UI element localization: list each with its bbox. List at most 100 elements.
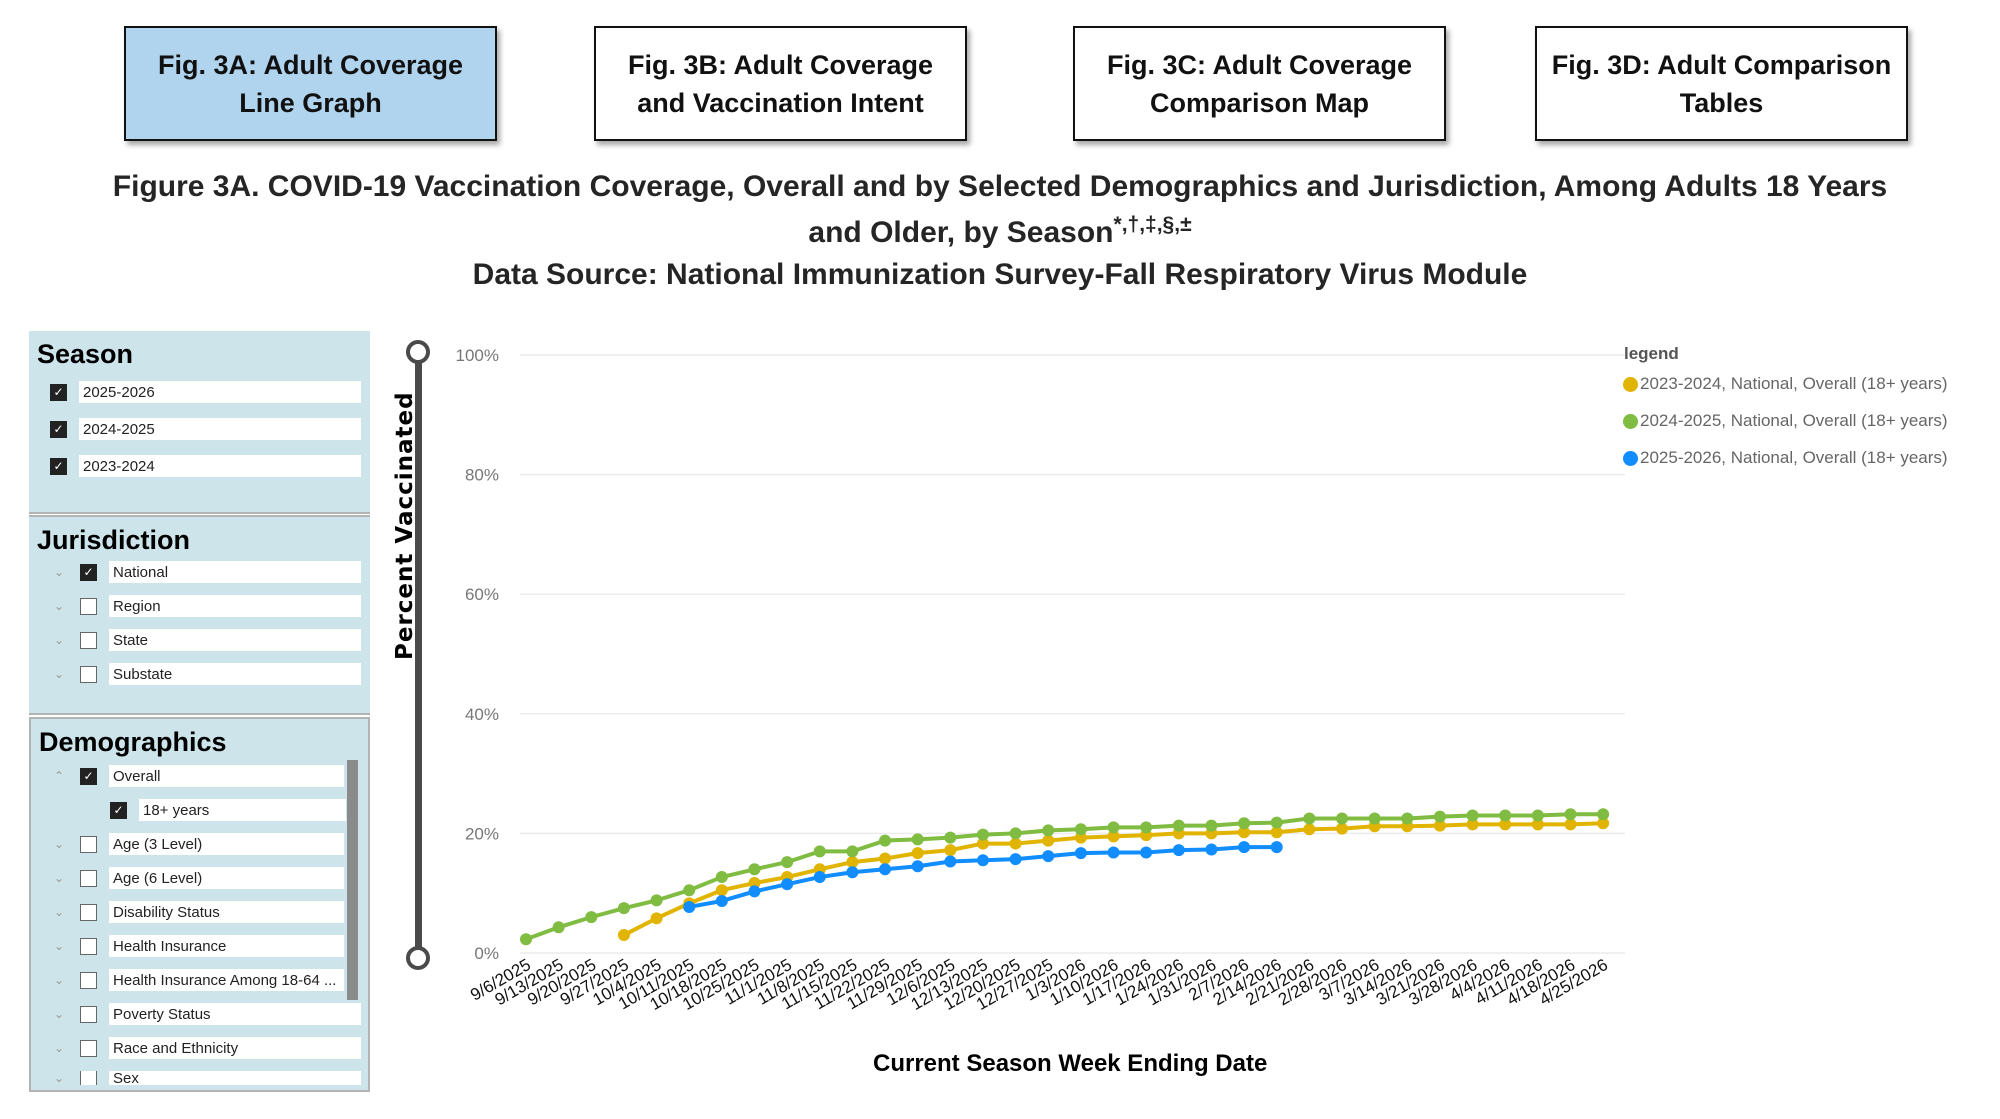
data-point[interactable] xyxy=(879,834,892,847)
data-point[interactable] xyxy=(650,894,663,907)
data-point[interactable] xyxy=(846,856,859,869)
data-point[interactable] xyxy=(1172,819,1185,832)
data-point[interactable] xyxy=(846,845,859,858)
data-point[interactable] xyxy=(944,844,957,857)
checkbox[interactable]: ✓ xyxy=(50,420,67,438)
chevron-down-icon[interactable]: ⌄ xyxy=(53,973,65,987)
data-point[interactable] xyxy=(1140,821,1153,834)
data-point[interactable] xyxy=(748,863,761,876)
demographics-option-sex[interactable]: ⌄ Sex xyxy=(50,1071,361,1085)
data-point[interactable] xyxy=(1107,830,1120,843)
demographics-option-overall[interactable]: ⌃ ✓ Overall xyxy=(50,765,344,787)
chevron-down-icon[interactable]: ⌄ xyxy=(53,837,65,851)
checkbox[interactable] xyxy=(80,1005,97,1023)
data-point[interactable] xyxy=(748,877,761,890)
chevron-down-icon[interactable]: ⌄ xyxy=(53,871,65,885)
data-point[interactable] xyxy=(1303,823,1316,836)
data-point[interactable] xyxy=(1042,824,1055,837)
data-point[interactable] xyxy=(1009,853,1022,866)
data-point[interactable] xyxy=(944,855,957,868)
data-point[interactable] xyxy=(1074,831,1087,844)
tab-fig-3b[interactable]: Fig. 3B: Adult Coverage and Vaccination … xyxy=(594,26,967,141)
data-point[interactable] xyxy=(585,911,598,924)
data-point[interactable] xyxy=(1205,819,1218,832)
checkbox[interactable] xyxy=(80,1039,97,1057)
legend-item[interactable]: 2023-2024, National, Overall (18+ years) xyxy=(1623,374,1948,394)
data-point[interactable] xyxy=(1433,819,1446,832)
data-point[interactable] xyxy=(1140,846,1153,859)
data-point[interactable] xyxy=(683,884,696,897)
data-point[interactable] xyxy=(683,900,696,913)
legend-item[interactable]: 2024-2025, National, Overall (18+ years) xyxy=(1623,411,1948,431)
data-point[interactable] xyxy=(1531,818,1544,831)
y-range-slider-max-handle[interactable] xyxy=(406,340,430,364)
checkbox[interactable] xyxy=(80,903,97,921)
chevron-down-icon[interactable]: ⌄ xyxy=(53,599,65,613)
data-point[interactable] xyxy=(1433,810,1446,823)
data-point[interactable] xyxy=(1270,816,1283,829)
data-point[interactable] xyxy=(1009,837,1022,850)
demographics-option-disability-status[interactable]: ⌄ Disability Status xyxy=(50,901,344,923)
demographics-scrollbar[interactable] xyxy=(347,760,358,1000)
data-point[interactable] xyxy=(1042,850,1055,863)
data-point[interactable] xyxy=(781,856,794,869)
data-point[interactable] xyxy=(1042,834,1055,847)
chevron-down-icon[interactable]: ⌄ xyxy=(53,905,65,919)
chevron-down-icon[interactable]: ⌄ xyxy=(53,1007,65,1021)
data-point[interactable] xyxy=(552,921,565,934)
jurisdiction-option-state[interactable]: ⌄ State xyxy=(50,629,361,651)
data-point[interactable] xyxy=(781,878,794,891)
chevron-up-icon[interactable]: ⌃ xyxy=(53,769,65,783)
data-point[interactable] xyxy=(813,845,826,858)
data-point[interactable] xyxy=(813,871,826,884)
data-point[interactable] xyxy=(1074,823,1087,836)
y-range-slider-track[interactable] xyxy=(415,356,422,956)
checkbox[interactable]: ✓ xyxy=(80,767,97,785)
data-point[interactable] xyxy=(1531,809,1544,822)
data-point[interactable] xyxy=(1336,812,1348,825)
chevron-down-icon[interactable]: ⌄ xyxy=(53,565,65,579)
data-point[interactable] xyxy=(1172,844,1185,857)
checkbox[interactable]: ✓ xyxy=(110,801,127,819)
demographics-option-poverty-status[interactable]: ⌄ Poverty Status xyxy=(50,1003,361,1025)
data-point[interactable] xyxy=(715,871,728,884)
data-point[interactable] xyxy=(617,902,630,915)
demographics-option-18-plus[interactable]: ✓ 18+ years xyxy=(110,799,346,821)
jurisdiction-option-national[interactable]: ⌄ ✓ National xyxy=(50,561,361,583)
data-point[interactable] xyxy=(1499,818,1512,831)
data-point[interactable] xyxy=(715,894,728,907)
data-point[interactable] xyxy=(748,885,761,898)
data-point[interactable] xyxy=(976,854,989,867)
chevron-down-icon[interactable]: ⌄ xyxy=(53,939,65,953)
checkbox[interactable] xyxy=(80,597,97,615)
tab-fig-3a[interactable]: Fig. 3A: Adult Coverage Line Graph xyxy=(124,26,497,141)
tab-fig-3c[interactable]: Fig. 3C: Adult Coverage Comparison Map xyxy=(1073,26,1446,141)
data-point[interactable] xyxy=(1597,817,1610,830)
data-point[interactable] xyxy=(1564,818,1577,831)
data-point[interactable] xyxy=(1107,846,1120,859)
data-point[interactable] xyxy=(976,828,989,841)
checkbox[interactable]: ✓ xyxy=(80,563,97,581)
season-option-2023-2024[interactable]: ✓ 2023-2024 xyxy=(50,455,361,477)
data-point[interactable] xyxy=(911,833,924,846)
data-point[interactable] xyxy=(976,837,989,850)
data-point[interactable] xyxy=(1401,812,1414,825)
data-point[interactable] xyxy=(1270,826,1283,839)
data-point[interactable] xyxy=(1238,841,1251,854)
jurisdiction-option-region[interactable]: ⌄ Region xyxy=(50,595,361,617)
y-range-slider-min-handle[interactable] xyxy=(406,946,430,970)
demographics-option-age-3-level-[interactable]: ⌄ Age (3 Level) xyxy=(50,833,344,855)
data-point[interactable] xyxy=(944,831,957,844)
season-option-2024-2025[interactable]: ✓ 2024-2025 xyxy=(50,418,361,440)
checkbox[interactable]: ✓ xyxy=(50,383,67,401)
data-point[interactable] xyxy=(1303,812,1316,825)
checkbox[interactable] xyxy=(80,835,97,853)
data-point[interactable] xyxy=(1107,821,1120,834)
data-point[interactable] xyxy=(1336,822,1348,835)
checkbox[interactable] xyxy=(80,665,97,683)
demographics-option-age-6-level-[interactable]: ⌄ Age (6 Level) xyxy=(50,867,344,889)
data-point[interactable] xyxy=(1238,826,1251,839)
legend-item[interactable]: 2025-2026, National, Overall (18+ years) xyxy=(1623,448,1948,468)
data-point[interactable] xyxy=(1499,809,1512,822)
checkbox[interactable] xyxy=(80,971,97,989)
